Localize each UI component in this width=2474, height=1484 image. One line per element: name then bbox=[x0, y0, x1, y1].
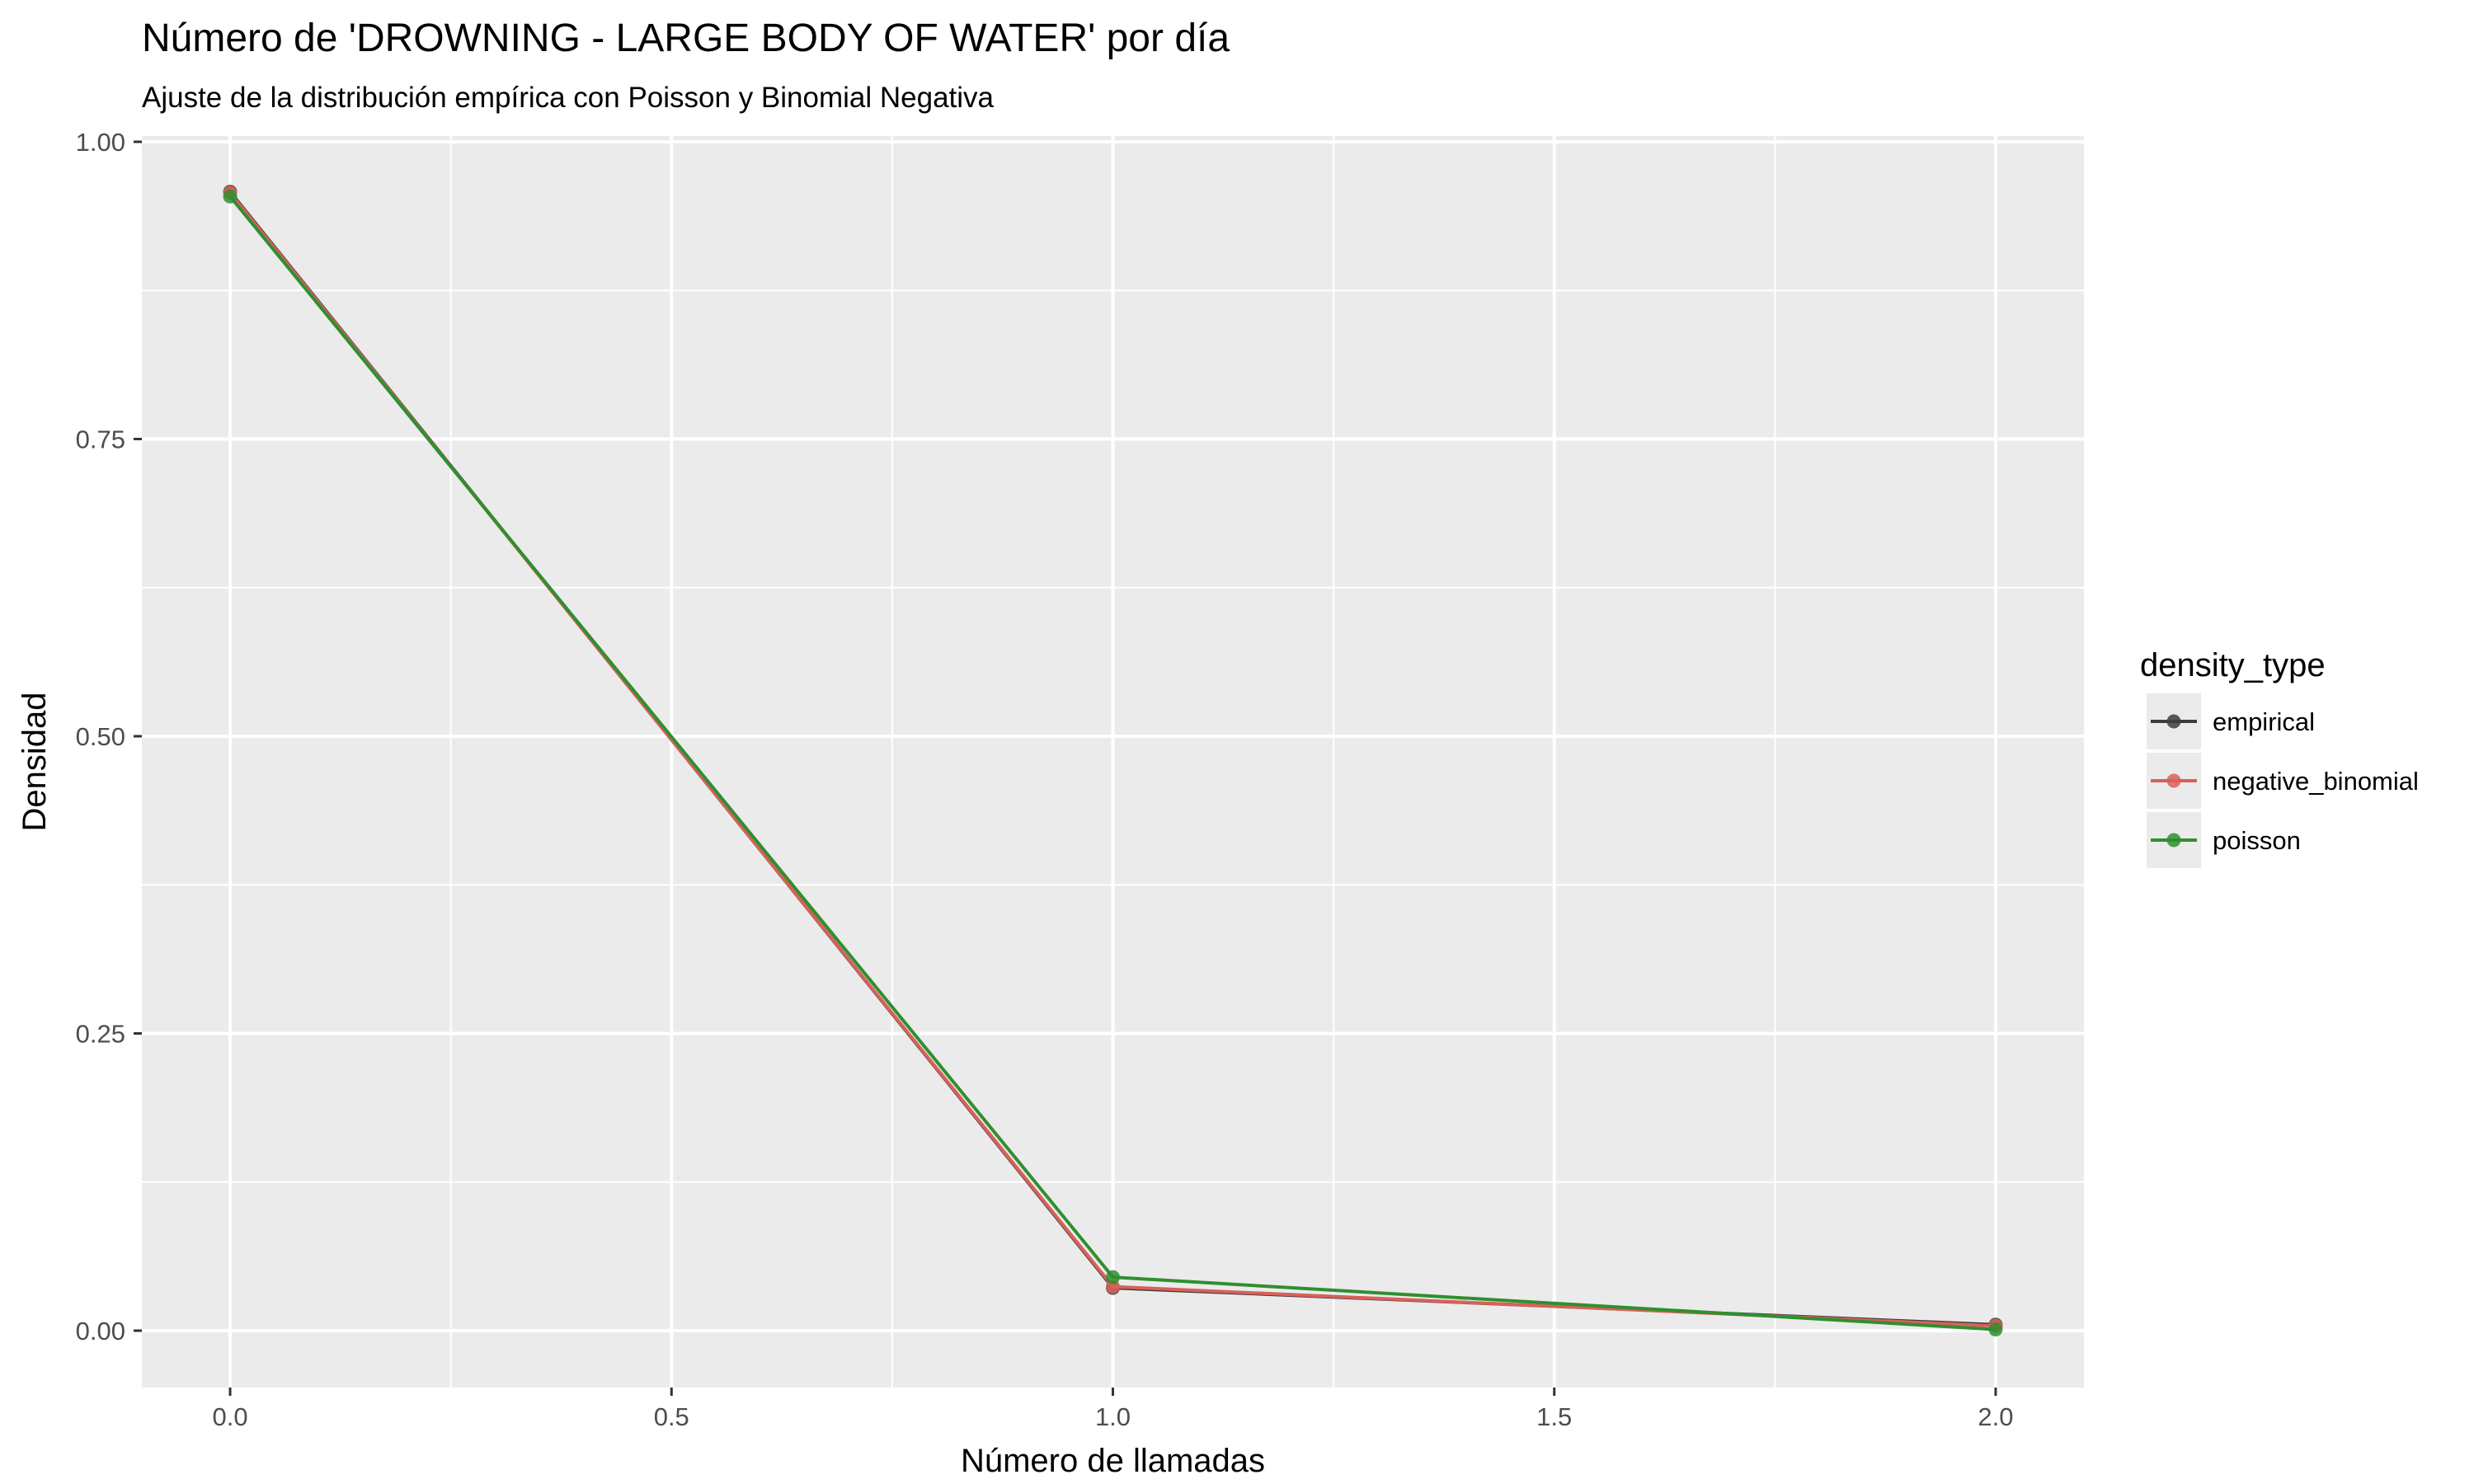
x-axis: 0.0 0.5 1.0 1.5 2.0 bbox=[212, 1388, 2014, 1431]
y-axis-title: Densidad bbox=[16, 692, 53, 831]
x-tick-label: 2.0 bbox=[1978, 1402, 2013, 1431]
x-tick-label: 0.5 bbox=[654, 1402, 689, 1431]
y-axis: 0.00 0.25 0.50 0.75 1.00 bbox=[76, 128, 142, 1345]
x-axis-title: Número de llamadas bbox=[961, 1443, 1265, 1479]
legend-key-point bbox=[2166, 714, 2181, 729]
x-tick-label: 1.0 bbox=[1095, 1402, 1131, 1431]
legend-title: density_type bbox=[2140, 647, 2326, 683]
chart-subtitle: Ajuste de la distribución empírica con P… bbox=[142, 82, 995, 114]
series-layer bbox=[223, 185, 2003, 1337]
data-point-poisson bbox=[223, 189, 238, 204]
data-point-poisson bbox=[1106, 1270, 1120, 1284]
data-point-poisson bbox=[1988, 1322, 2003, 1337]
legend-label: empirical bbox=[2213, 707, 2315, 736]
series-poisson bbox=[223, 189, 2003, 1337]
y-tick-label: 1.00 bbox=[76, 128, 125, 157]
y-tick-label: 0.25 bbox=[76, 1020, 125, 1049]
x-tick-label: 0.0 bbox=[212, 1402, 247, 1431]
y-tick-label: 0.50 bbox=[76, 722, 125, 751]
y-tick-label: 0.00 bbox=[76, 1317, 125, 1345]
y-tick-label: 0.75 bbox=[76, 425, 125, 454]
grid-major bbox=[142, 136, 2084, 1388]
legend-key-point bbox=[2166, 773, 2181, 788]
legend-key-point bbox=[2166, 833, 2181, 848]
chart-title: Número de 'DROWNING - LARGE BODY OF WATE… bbox=[142, 16, 1230, 60]
legend-label: negative_binomial bbox=[2213, 767, 2419, 796]
legend-label: poisson bbox=[2213, 826, 2301, 855]
x-tick-label: 1.5 bbox=[1536, 1402, 1572, 1431]
legend: density_type empirical negative_binomialp… bbox=[2140, 647, 2419, 868]
